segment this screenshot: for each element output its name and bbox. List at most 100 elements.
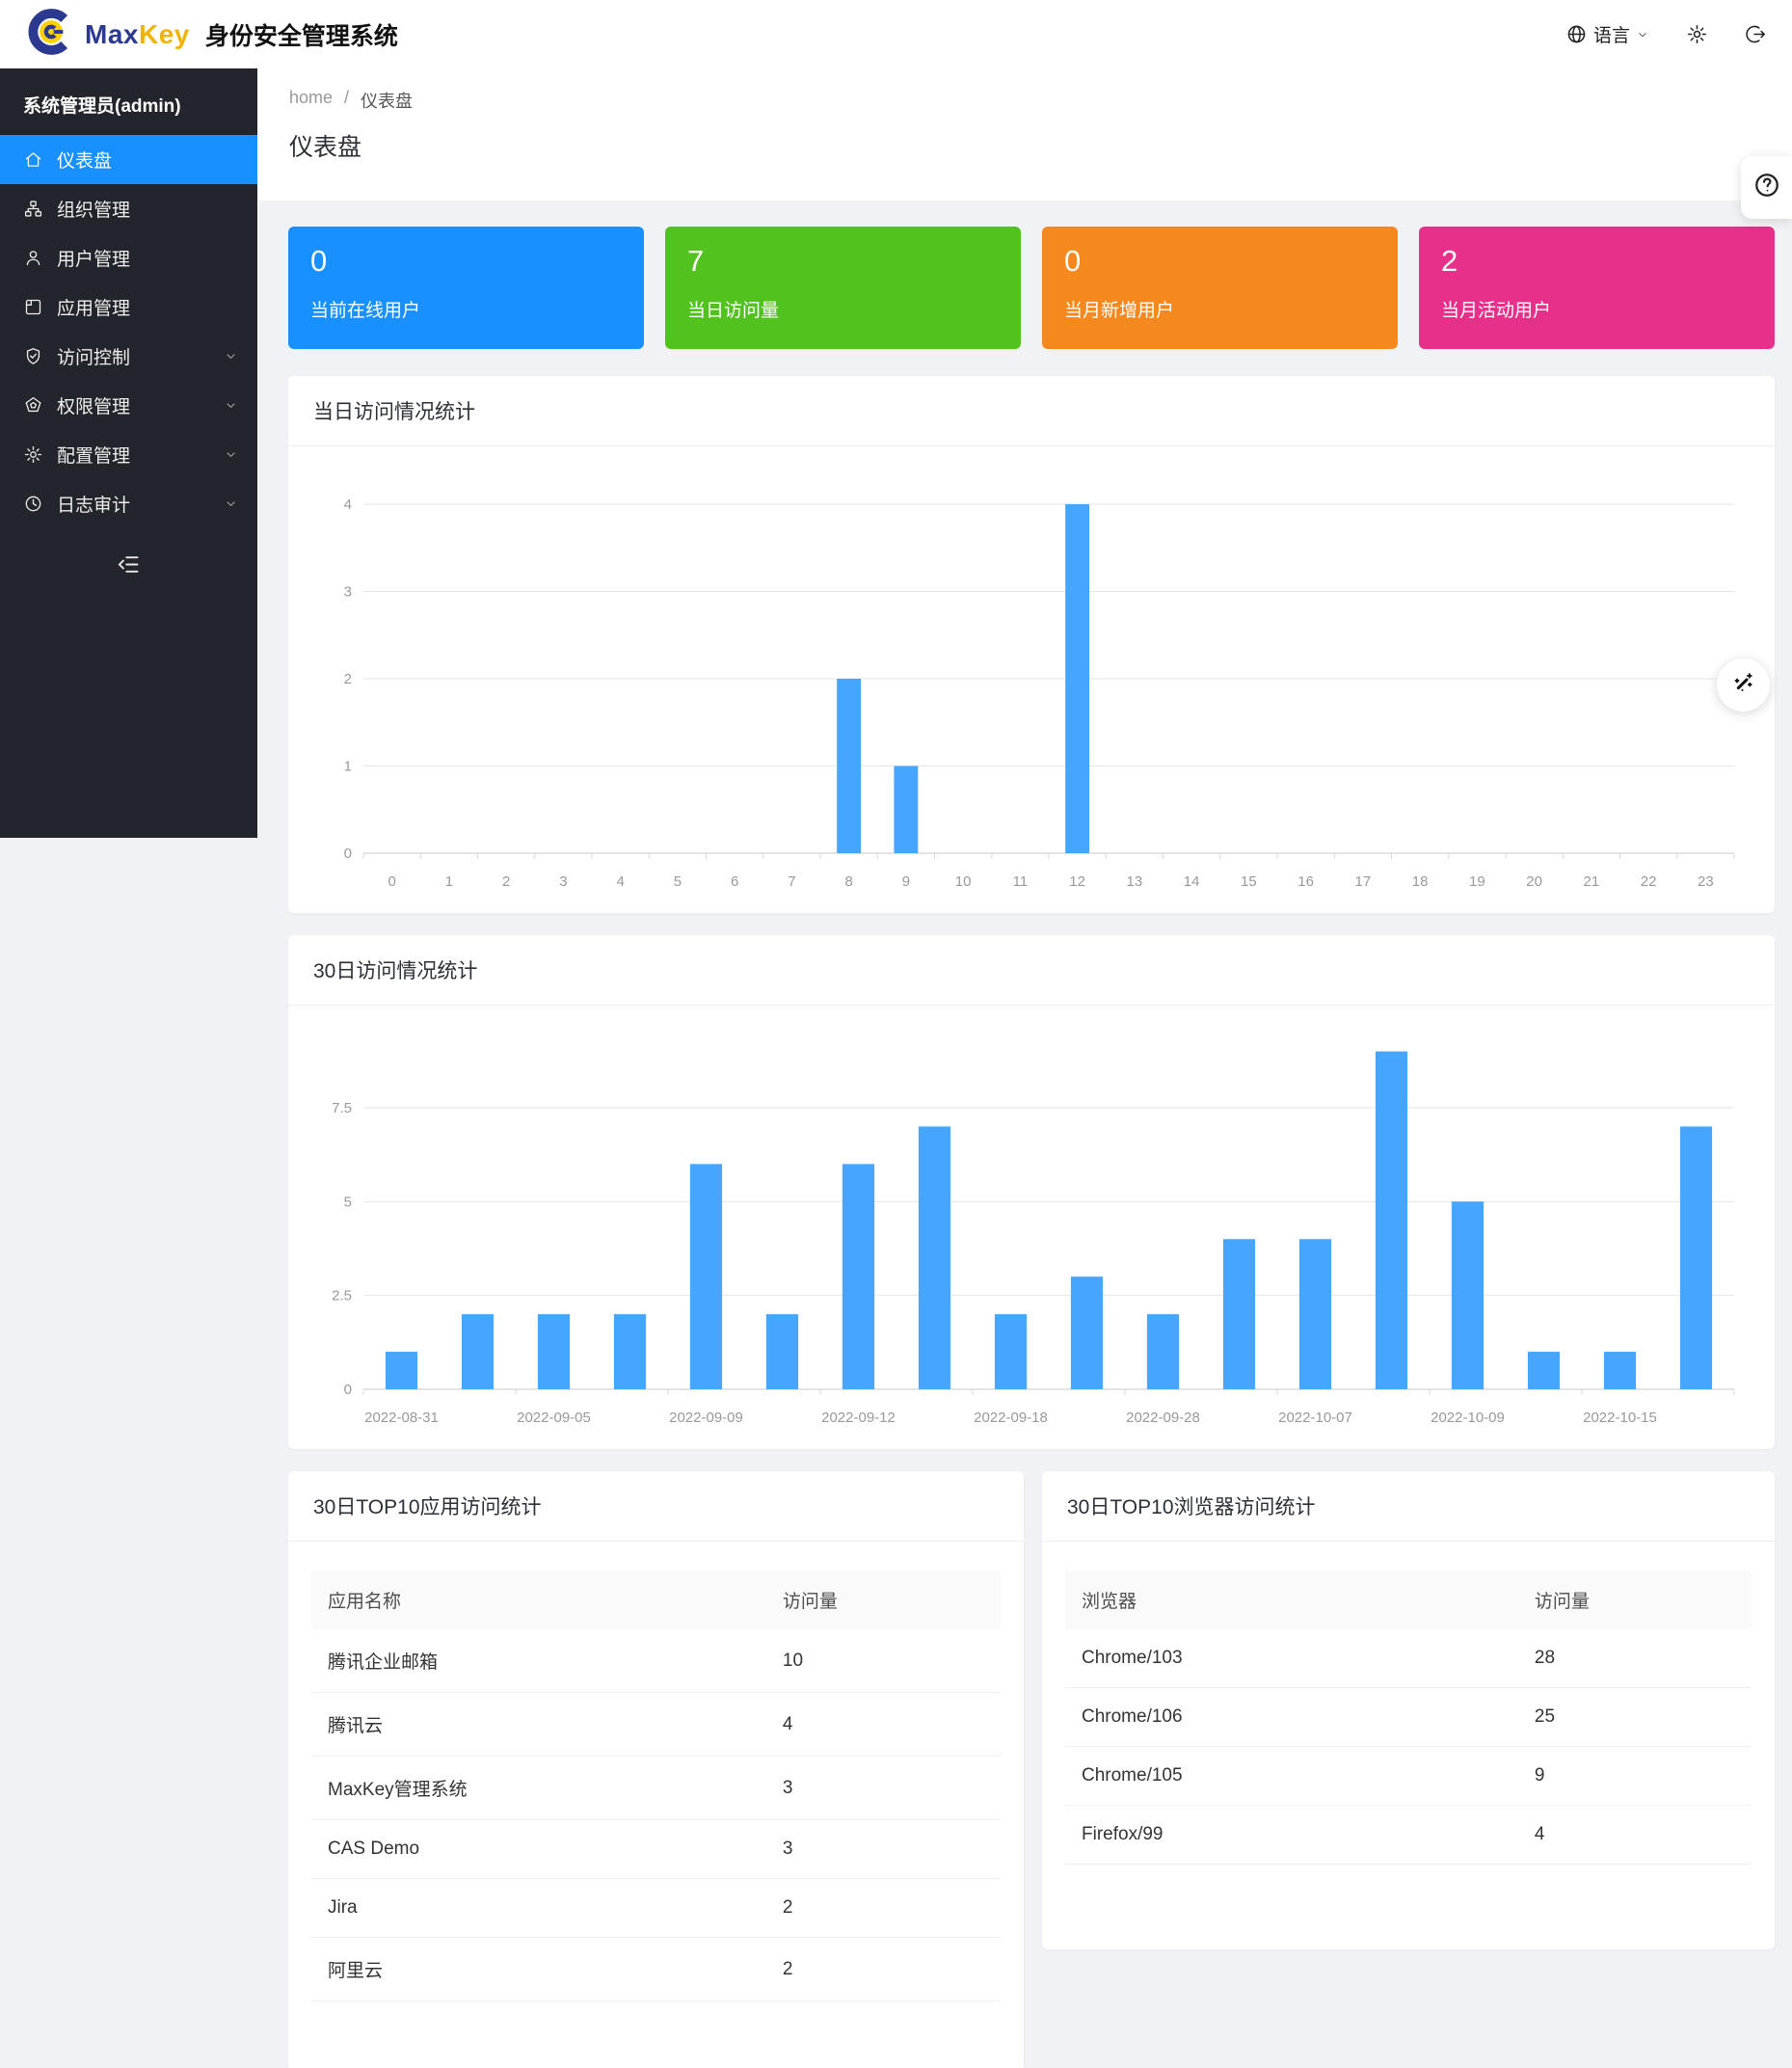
- magic-wand-button[interactable]: [1717, 658, 1770, 712]
- stat-label: 当月新增用户: [1064, 300, 1175, 321]
- cell-visits: 2: [765, 1878, 1001, 1938]
- cell-name: Jira: [311, 1878, 766, 1938]
- cell-visits: 9: [1517, 1746, 1752, 1806]
- brand: MaxKey 身份安全管理系统: [25, 7, 398, 62]
- svg-text:0: 0: [344, 846, 352, 862]
- language-menu[interactable]: 语言: [1565, 21, 1649, 47]
- brand-max: Max: [85, 18, 139, 49]
- sidebar-item-configuration[interactable]: 配置管理: [0, 430, 257, 479]
- page-title: 仪表盘: [289, 134, 362, 161]
- browsers-table-col-name: 浏览器: [1065, 1571, 1518, 1629]
- cell-visits: 3: [765, 1756, 1001, 1820]
- clock-icon: [23, 494, 43, 514]
- sidebar-item-organization[interactable]: 组织管理: [0, 184, 257, 233]
- content: home / 仪表盘 仪表盘 0 当前在线用户 7 当日访问量 0 当月新增用户 2 当月活动…: [257, 68, 1792, 2068]
- cell-name: 腾讯云: [311, 1692, 766, 1757]
- sidebar-item-label: 访问控制: [57, 348, 131, 368]
- table-card-browsers: 30日TOP10浏览器访问统计 浏览器 访问量 Chrome/103 28 Chro…: [1042, 1471, 1775, 1949]
- header-actions: 语言: [1565, 21, 1767, 47]
- svg-text:5: 5: [344, 1194, 352, 1210]
- svg-text:19: 19: [1469, 873, 1485, 890]
- sidebar-item-audit-log[interactable]: 日志审计: [0, 479, 257, 528]
- stat-label: 当月活动用户: [1441, 300, 1552, 321]
- breadcrumb-home-link[interactable]: home: [289, 88, 334, 107]
- shield-check-icon: [23, 346, 43, 366]
- svg-text:14: 14: [1184, 873, 1200, 890]
- chart-card-daily: 当日访问情况统计 0 1 2 3 4 0 1 2 3 4 5 6 7 8 9 10 11 12 13 14 15 16 17…: [288, 376, 1775, 913]
- svg-text:2: 2: [502, 873, 510, 890]
- bottom-row: 30日TOP10应用访问统计 应用名称 访问量 腾讯企业邮箱 10 腾讯云 4 MaxK…: [288, 1471, 1775, 2068]
- cell-visits: 3: [765, 1819, 1001, 1879]
- cell-name: Chrome/105: [1065, 1746, 1518, 1806]
- brand-logo-icon: [25, 7, 75, 62]
- cell-name: Chrome/103: [1065, 1629, 1518, 1688]
- stat-card-month-active-users: 2 当月活动用户: [1419, 227, 1775, 349]
- bar-chart-30day: 0 2.5 5 7.5 2022-08-31 2022-09-05 2022-09-09 20…: [332, 1051, 1735, 1426]
- sidebar-item-label: 权限管理: [57, 397, 131, 417]
- sidebar-item-label: 组织管理: [57, 201, 131, 221]
- browsers-table: 浏览器 访问量 Chrome/103 28 Chrome/106 25 Chrome/1…: [1065, 1571, 1752, 1865]
- chart-body-30day: 0 2.5 5 7.5 2022-08-31 2022-09-05 2022-09-09 20…: [288, 1006, 1775, 1449]
- cell-visits: 25: [1517, 1687, 1752, 1747]
- table-row: Chrome/103 28: [1065, 1629, 1752, 1688]
- help-button[interactable]: [1741, 156, 1792, 219]
- sidebar-collapse-button[interactable]: [116, 551, 142, 577]
- sidebar-menu: 仪表盘组织管理用户管理应用管理访问控制权限管理配置管理日志审计: [0, 135, 257, 528]
- chart-card-30day: 30日访问情况统计 0 2.5 5 7.5 2022-08-31 2022-09-05 20…: [288, 935, 1775, 1449]
- app-header: MaxKey 身份安全管理系统 语言: [0, 0, 1792, 68]
- svg-text:4: 4: [344, 497, 352, 513]
- chevron-down-icon: [224, 398, 238, 413]
- cell-name: 腾讯企业邮箱: [311, 1629, 766, 1693]
- sidebar-item-dashboard[interactable]: 仪表盘: [0, 135, 257, 184]
- svg-text:2022-09-09: 2022-09-09: [669, 1410, 743, 1426]
- svg-text:21: 21: [1584, 873, 1600, 890]
- svg-text:2022-09-28: 2022-09-28: [1126, 1410, 1200, 1426]
- stat-value: 0: [1064, 244, 1082, 278]
- app-icon: [23, 297, 43, 317]
- svg-text:13: 13: [1127, 873, 1143, 890]
- cell-visits: 2: [765, 1937, 1001, 2001]
- table-row: 腾讯企业邮箱 10: [311, 1629, 1001, 1693]
- question-circle-icon: [1752, 171, 1781, 204]
- breadcrumb-current: 仪表盘: [361, 92, 414, 111]
- svg-text:12: 12: [1069, 873, 1085, 890]
- settings-button[interactable]: [1686, 23, 1708, 45]
- svg-text:2022-08-31: 2022-08-31: [364, 1410, 439, 1426]
- svg-text:2: 2: [344, 671, 352, 687]
- product-title: 身份安全管理系统: [204, 22, 398, 50]
- table-row: 腾讯云 4: [311, 1692, 1001, 1757]
- chevron-down-icon: [224, 447, 238, 462]
- svg-text:3: 3: [344, 584, 352, 601]
- sidebar-item-applications[interactable]: 应用管理: [0, 282, 257, 332]
- sidebar-item-users[interactable]: 用户管理: [0, 233, 257, 282]
- chart-title-30day: 30日访问情况统计: [288, 935, 1775, 1006]
- sidebar-column: 系统管理员(admin) 仪表盘 组织管理 用户管理 应用管理 访问控制 权限管理 配置管理…: [0, 68, 257, 2068]
- chart-body-daily: 0 1 2 3 4 0 1 2 3 4 5 6 7 8 9 10 11 12 13 14 15 16 17 18 19 20 21 2…: [288, 446, 1775, 913]
- sidebar: 系统管理员(admin) 仪表盘 组织管理 用户管理 应用管理 访问控制 权限管理 配置管理…: [0, 68, 257, 838]
- chart-title-daily: 当日访问情况统计: [288, 376, 1775, 446]
- cell-visits: 4: [765, 1692, 1001, 1757]
- stat-value: 2: [1441, 244, 1458, 278]
- gear-icon: [23, 444, 43, 465]
- sidebar-item-permissions[interactable]: 权限管理: [0, 381, 257, 430]
- svg-text:8: 8: [844, 873, 852, 890]
- chevron-down-icon: [224, 349, 238, 363]
- sidebar-item-access-control[interactable]: 访问控制: [0, 332, 257, 381]
- table-row: CAS Demo 3: [311, 1819, 1001, 1879]
- apps-table-col-name: 应用名称: [311, 1571, 766, 1629]
- page-header: home / 仪表盘 仪表盘: [257, 68, 1792, 201]
- sidebar-item-label: 用户管理: [57, 250, 131, 270]
- table-row: MaxKey管理系统 3: [311, 1756, 1001, 1820]
- svg-text:18: 18: [1412, 873, 1429, 890]
- pentagon-icon: [23, 395, 43, 416]
- sidebar-item-label: 日志审计: [57, 496, 131, 516]
- user-icon: [23, 248, 43, 268]
- apps-table: 应用名称 访问量 腾讯企业邮箱 10 腾讯云 4 MaxKey管理系统 3 CAS Demo…: [311, 1571, 1001, 2001]
- logout-button[interactable]: [1745, 23, 1767, 45]
- brand-key: Key: [138, 18, 190, 49]
- language-label: 语言: [1592, 26, 1630, 46]
- cell-name: 阿里云: [311, 1937, 766, 2001]
- svg-text:4: 4: [616, 873, 624, 890]
- cell-name: Chrome/106: [1065, 1687, 1518, 1747]
- table-row: 阿里云 2: [311, 1937, 1001, 2001]
